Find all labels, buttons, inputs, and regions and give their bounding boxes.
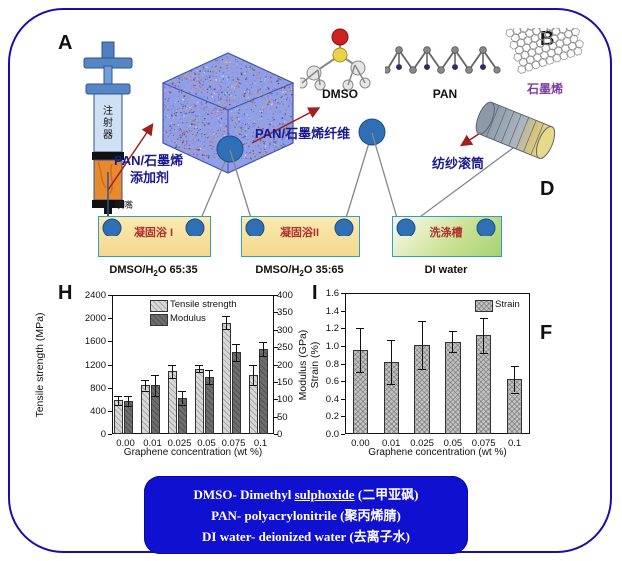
svg-text:射: 射 [103,117,113,129]
svg-text:器: 器 [103,129,113,141]
svg-text:注: 注 [103,104,113,117]
